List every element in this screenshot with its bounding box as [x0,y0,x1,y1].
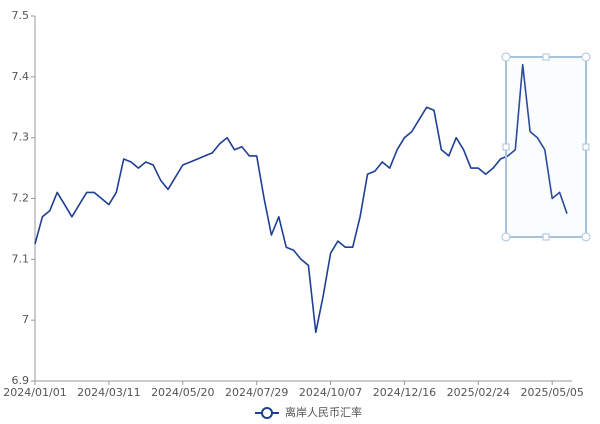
brush-handle[interactable] [582,143,590,151]
brush-box[interactable] [505,56,587,238]
x-tick-label: 2024/12/16 [373,386,436,399]
brush-handle[interactable] [501,52,511,62]
legend-label: 离岸人民币汇率 [285,405,362,419]
brush-handle[interactable] [581,232,591,242]
x-tick-label: 2024/07/29 [225,386,288,399]
brush-handle[interactable] [542,233,550,241]
x-tick-label: 2024/10/07 [299,386,362,399]
brush-handle[interactable] [581,52,591,62]
x-tick-label: 2025/05/05 [521,386,584,399]
brush-handle[interactable] [502,143,510,151]
legend-item[interactable]: 离岸人民币汇率 [255,405,362,419]
brush-handle[interactable] [501,232,511,242]
brush-handle[interactable] [542,53,550,61]
brush[interactable] [501,52,591,242]
y-tick-label: 7 [22,313,29,326]
x-tick-label: 2024/03/11 [77,386,140,399]
y-tick-label: 6.9 [12,374,30,387]
y-tick-label: 7.4 [12,70,30,83]
line [34,63,568,334]
x-tick-label: 2024/05/20 [151,386,214,399]
y-tick-label: 7.1 [12,252,30,265]
x-tick-label: 2024/01/01 [3,386,66,399]
y-tick-label: 7.5 [12,9,30,22]
x-tick-label: 2025/02/24 [447,386,510,399]
y-tick-label: 7.2 [12,192,30,205]
legend-marker [261,407,273,419]
y-tick-label: 7.3 [12,131,30,144]
